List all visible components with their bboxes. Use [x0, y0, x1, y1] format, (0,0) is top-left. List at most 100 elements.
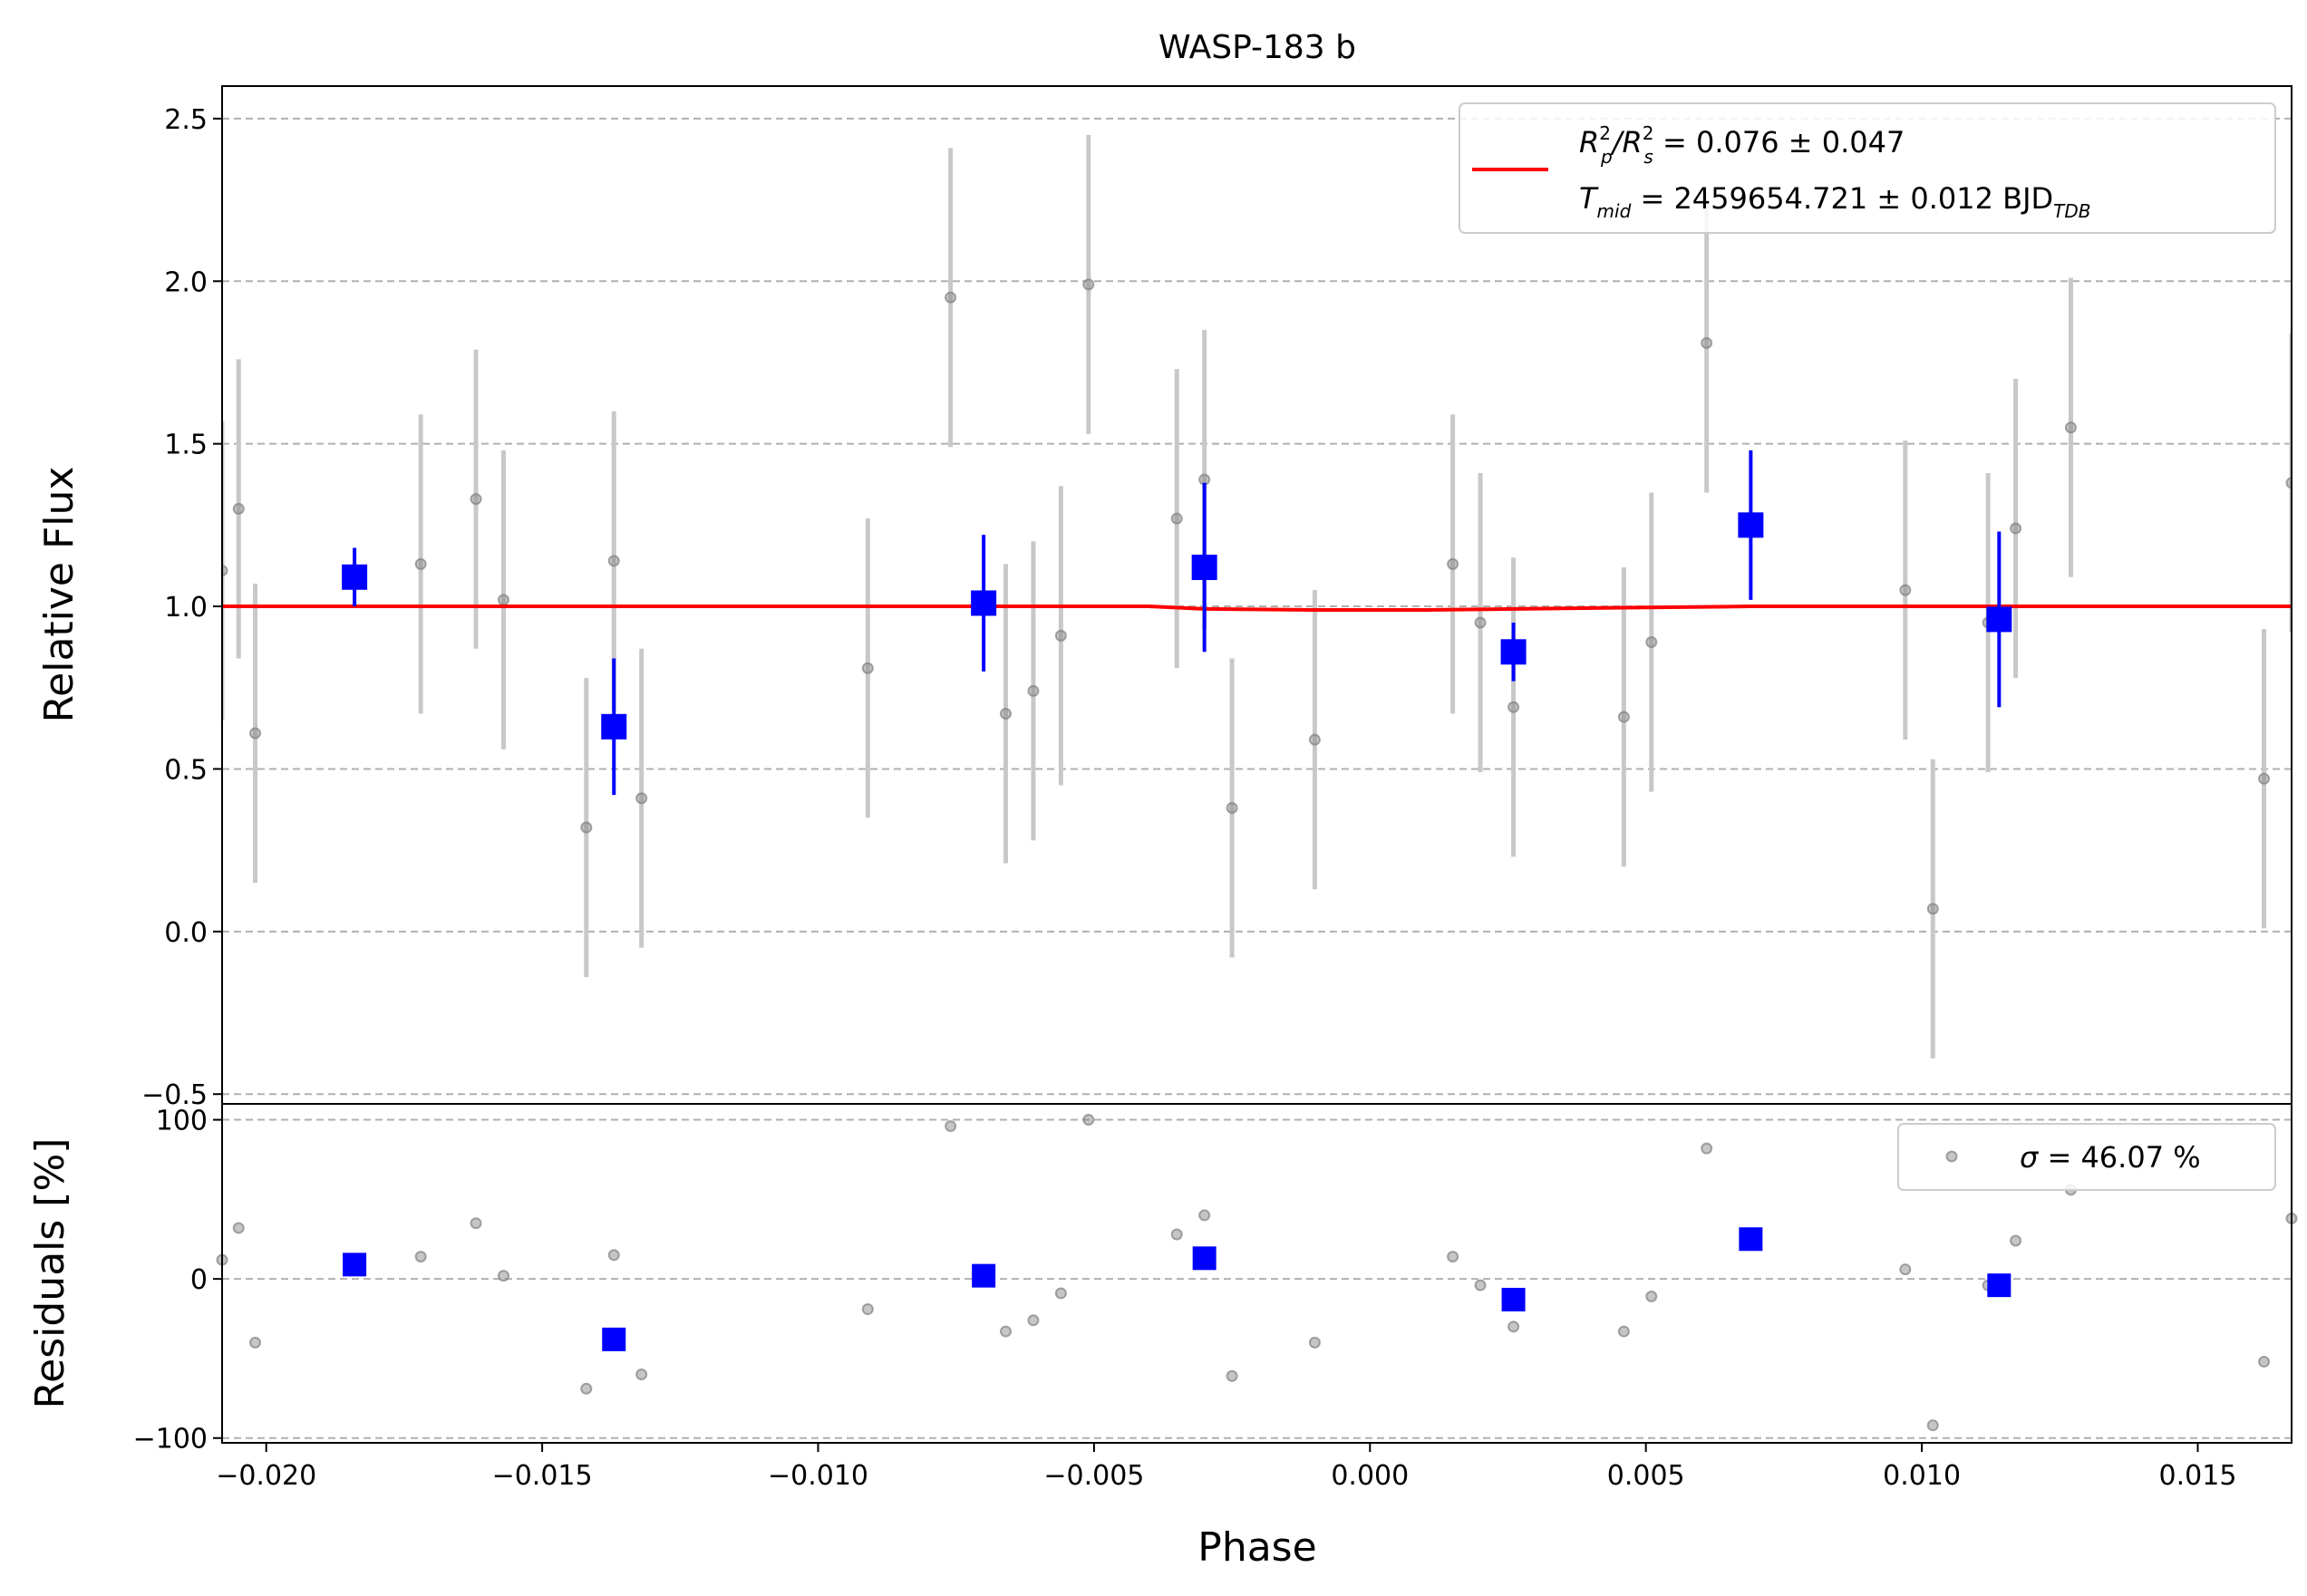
- residuals-ytick-label: 0: [190, 1264, 208, 1296]
- raw-point: [497, 594, 509, 606]
- raw-point: [2258, 772, 2271, 785]
- residual-raw-point: [580, 1382, 593, 1395]
- raw-point: [861, 662, 874, 674]
- flux-ytick-label: 0.0: [164, 917, 208, 949]
- raw-point: [1701, 336, 1713, 349]
- plot-title: WASP-183 b: [1158, 29, 1356, 66]
- residuals-axis-label: Residuals [%]: [27, 1138, 73, 1409]
- residuals-ytick-label: 100: [156, 1106, 208, 1137]
- raw-point: [1899, 584, 1912, 596]
- raw-point: [1170, 512, 1183, 525]
- residual-raw-point: [1926, 1419, 1939, 1432]
- raw-point: [2285, 477, 2292, 489]
- raw-point: [232, 502, 245, 515]
- residual-raw-point: [607, 1249, 620, 1262]
- phase-xtick-label: 0.005: [1607, 1460, 1685, 1492]
- phase-xtick-label: −0.010: [768, 1460, 868, 1492]
- legend-depth-sup1: 2: [1599, 122, 1611, 144]
- legend-depth-sup2: 2: [1643, 122, 1654, 144]
- residuals-legend-swatch: [1945, 1150, 1958, 1163]
- residual-raw-point: [945, 1120, 957, 1133]
- flux-ytick-label: 1.0: [164, 592, 208, 624]
- legend-depth-label: R2 p/R2 s = 0.076 ± 0.047: [1579, 122, 1905, 168]
- legend-depth-value: = 0.076 ± 0.047: [1653, 125, 1905, 160]
- residual-raw-point: [2010, 1234, 2022, 1247]
- residual-binned-point: [1192, 1246, 1217, 1271]
- flux-axis-label: Relative Flux: [36, 467, 82, 723]
- phase-axis-label: Phase: [1197, 1524, 1316, 1571]
- raw-point: [1054, 629, 1067, 642]
- raw-point: [1926, 903, 1939, 915]
- sigma-value: = 46.07 %: [2038, 1140, 2200, 1175]
- phase-xtick-label: 0.015: [2159, 1460, 2237, 1492]
- legend-tmid-sub: mid: [1597, 200, 1632, 222]
- residual-raw-point: [861, 1303, 874, 1316]
- residual-binned-point: [1501, 1287, 1526, 1311]
- residual-binned-point: [972, 1263, 996, 1288]
- residual-raw-point: [1474, 1279, 1487, 1291]
- residual-raw-point: [1617, 1325, 1630, 1338]
- residual-raw-point: [2258, 1355, 2271, 1368]
- residual-raw-point: [1082, 1114, 1095, 1127]
- raw-point: [1308, 733, 1321, 746]
- residuals-legend-label: σ = 46.07 %: [2020, 1140, 2201, 1175]
- binned-point: [971, 590, 997, 616]
- residual-raw-point: [1701, 1142, 1713, 1155]
- residual-raw-point: [414, 1251, 427, 1263]
- raw-point: [222, 565, 228, 577]
- flux-panel: −0.50.00.51.01.52.02.5 R2 p/R2 s = 0.076 ±…: [36, 85, 2292, 1111]
- phase-xtick-label: −0.015: [492, 1460, 593, 1492]
- raw-point: [1645, 636, 1658, 649]
- residual-raw-point: [1027, 1314, 1040, 1327]
- flux-ytick-label: 2.5: [164, 104, 208, 136]
- raw-point: [1617, 711, 1630, 723]
- raw-point: [249, 727, 262, 740]
- residual-raw-point: [1899, 1263, 1912, 1276]
- residual-raw-point: [1198, 1209, 1211, 1222]
- residuals-panel: −100 0 100 −0.020 −0.015 −0.010 −0.005 0.000 0.…: [27, 1103, 2298, 1571]
- residual-raw-point: [1507, 1320, 1520, 1333]
- residuals-legend: σ = 46.07 %: [1897, 1123, 2276, 1191]
- legend-tmid-unit-sub: TDB: [2053, 200, 2090, 222]
- residual-raw-point: [1308, 1336, 1321, 1349]
- flux-ytick-label: −0.5: [141, 1079, 208, 1111]
- raw-point: [607, 555, 620, 567]
- flux-legend-box: [1459, 102, 2276, 234]
- flux-ytick-label: 1.5: [164, 430, 208, 461]
- raw-point: [414, 557, 427, 570]
- raw-point: [945, 291, 957, 304]
- raw-point: [1447, 557, 1459, 570]
- residual-raw-point: [999, 1325, 1012, 1338]
- raw-point: [2010, 522, 2022, 535]
- transit-model-line: [222, 605, 2292, 613]
- residuals-panel-frame: [221, 1103, 2292, 1444]
- raw-point: [2064, 421, 2077, 434]
- residuals-legend-box: [1897, 1123, 2276, 1191]
- residual-raw-point: [1645, 1290, 1658, 1302]
- legend-tmid-value: = 2459654.721 ± 0.012 BJD: [1631, 181, 2053, 216]
- phase-xtick-label: −0.005: [1043, 1460, 1144, 1492]
- flux-ytick-label: 2.0: [164, 266, 208, 298]
- residual-raw-point: [1054, 1287, 1067, 1300]
- raw-point: [580, 821, 593, 834]
- binned-point: [1500, 639, 1527, 665]
- residual-binned-point: [343, 1253, 367, 1277]
- binned-point: [1191, 555, 1217, 581]
- raw-point: [1082, 278, 1095, 291]
- residual-binned-point: [1987, 1273, 2011, 1298]
- residual-raw-point: [232, 1222, 245, 1234]
- raw-point: [1474, 616, 1487, 629]
- residual-raw-point: [249, 1336, 262, 1349]
- raw-point: [999, 707, 1012, 720]
- residual-binned-point: [1739, 1227, 1763, 1252]
- residual-binned-point: [602, 1327, 626, 1351]
- sigma-symbol: σ: [2020, 1140, 2040, 1175]
- flux-legend: R2 p/R2 s = 0.076 ± 0.047 Tmid = 2459654.7…: [1459, 102, 2276, 234]
- raw-point: [1507, 701, 1520, 713]
- binned-point: [342, 564, 368, 590]
- binned-point: [1986, 606, 2012, 633]
- residual-raw-point: [470, 1217, 482, 1230]
- residual-raw-point: [1226, 1369, 1238, 1382]
